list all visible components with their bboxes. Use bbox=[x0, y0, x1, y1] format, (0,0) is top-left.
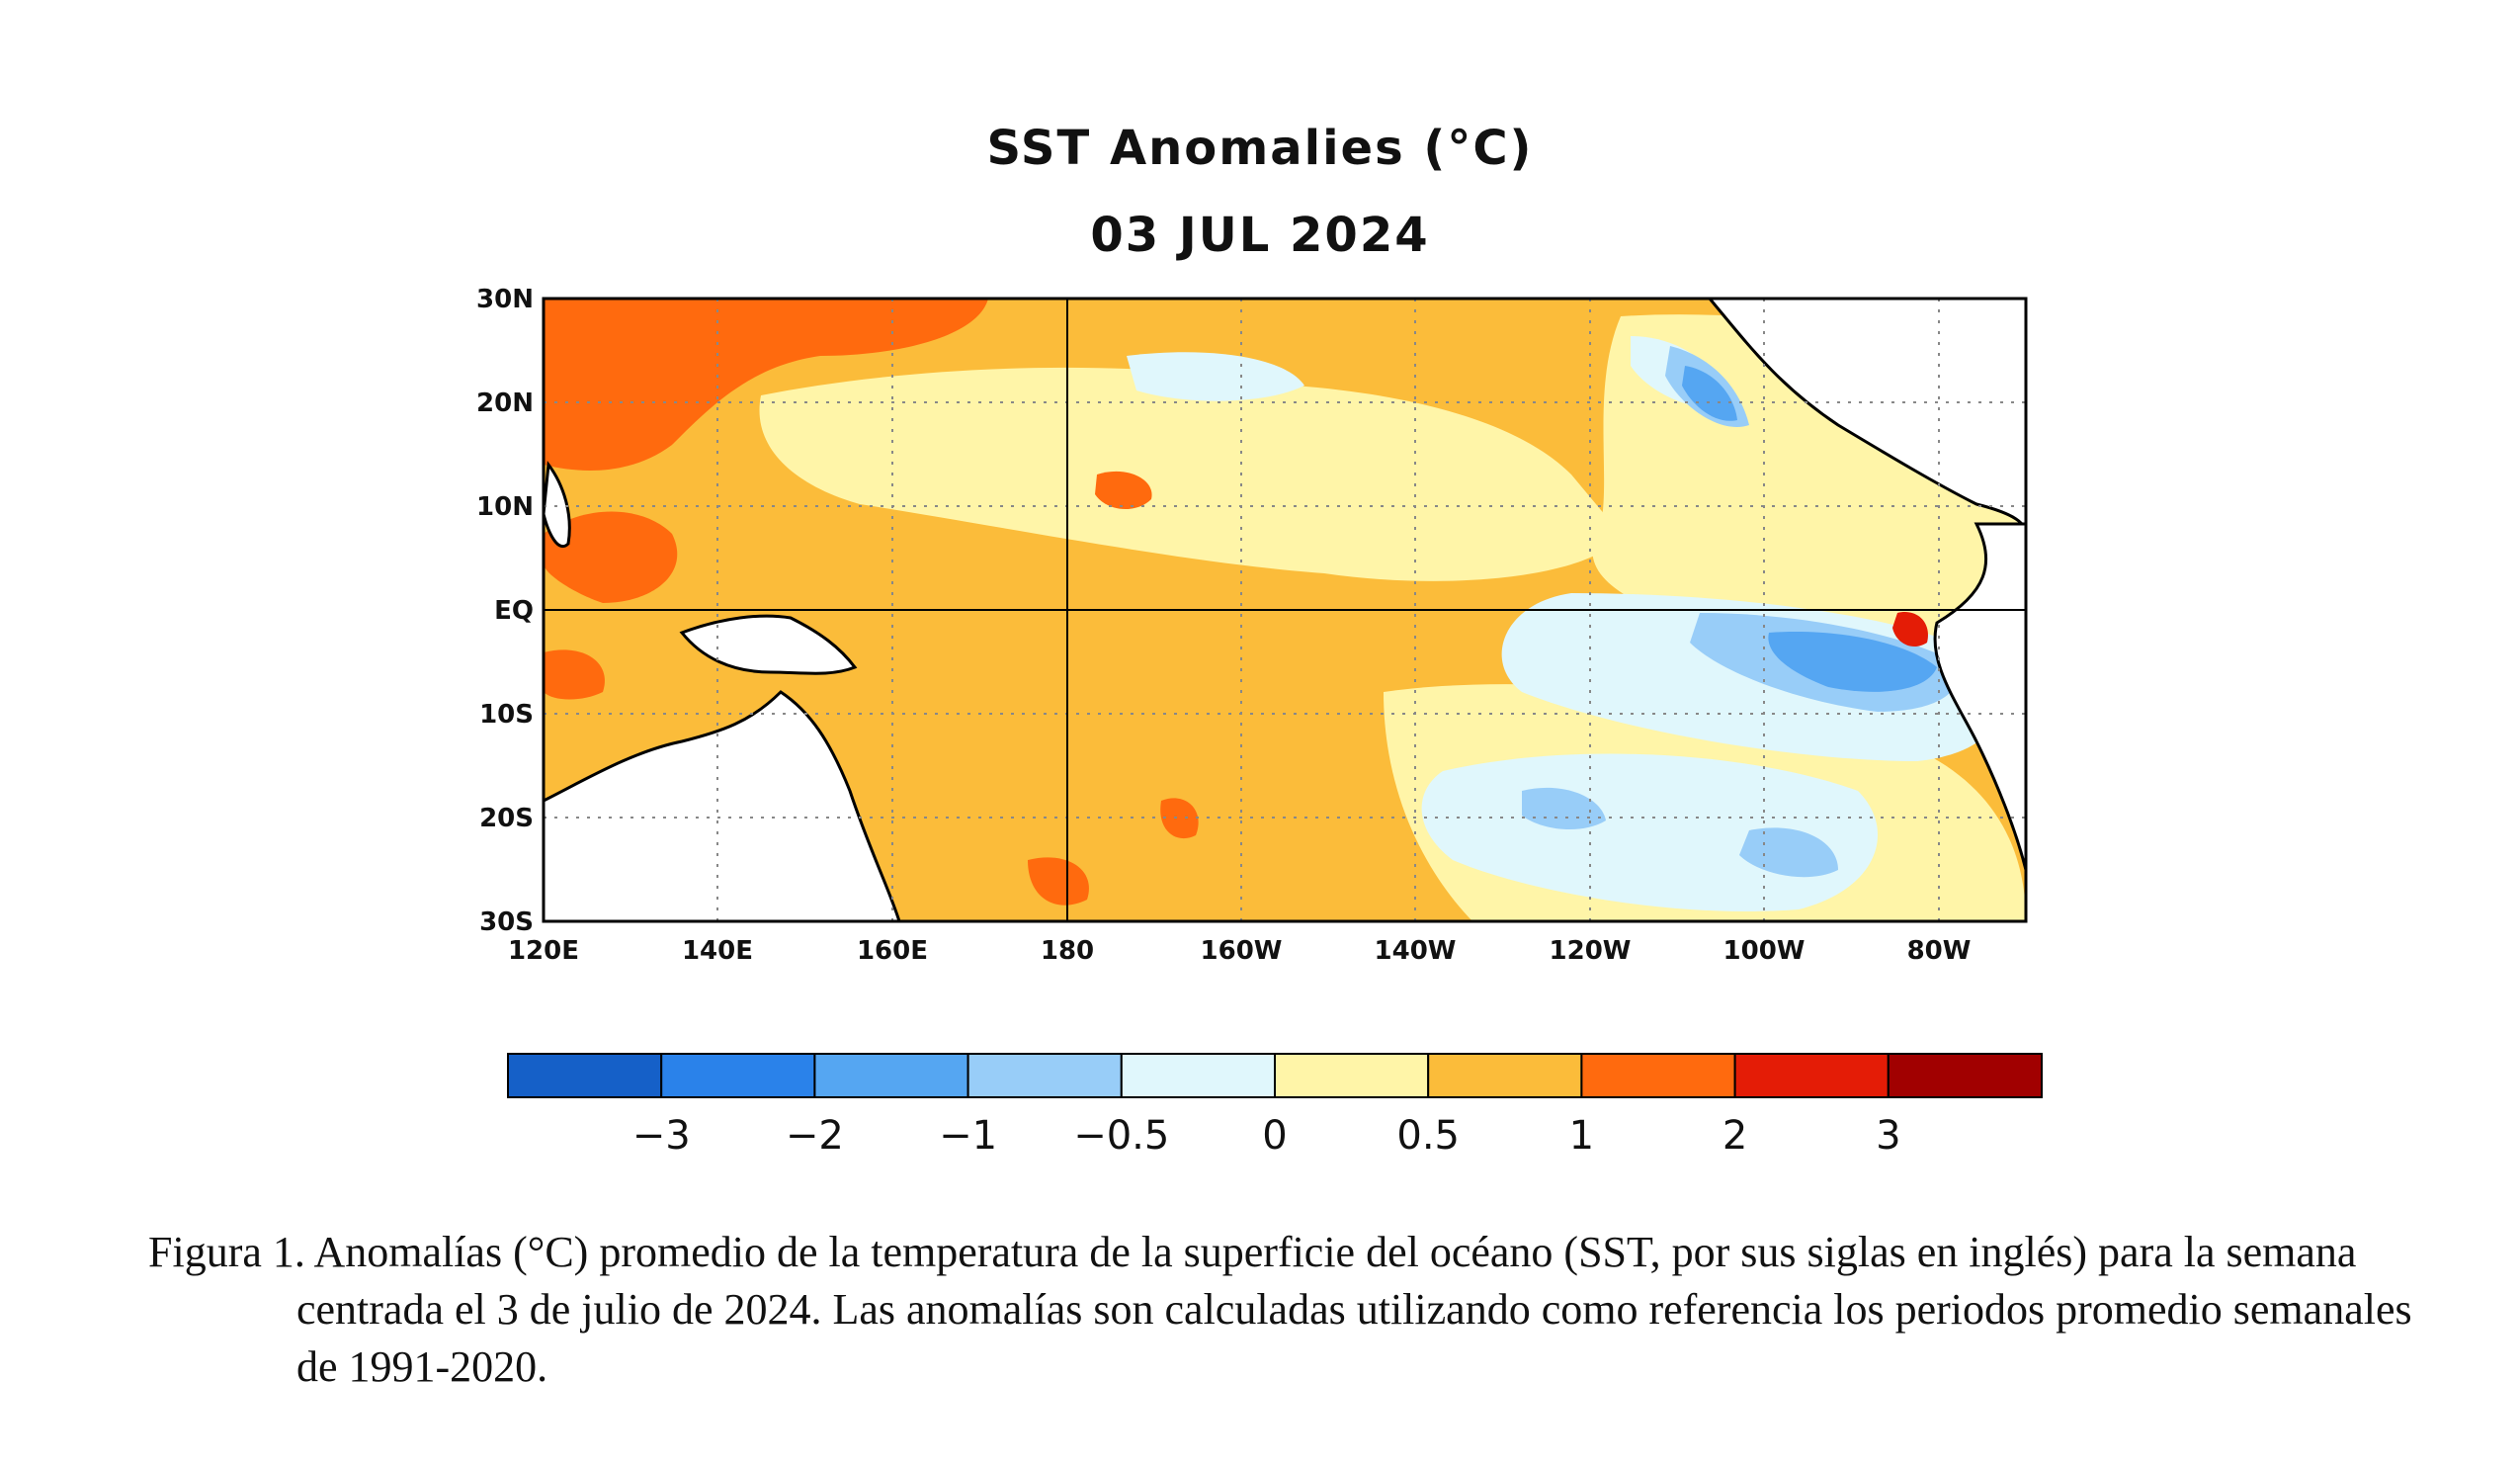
lat-label: 30S bbox=[479, 907, 534, 937]
lat-label: 20S bbox=[479, 804, 534, 833]
lon-label: 160W bbox=[1201, 936, 1283, 966]
colorbar-swatch bbox=[1733, 1053, 1890, 1098]
colorbar-swatch bbox=[966, 1053, 1123, 1098]
colorbar-swatch bbox=[1120, 1053, 1276, 1098]
lon-label: 100W bbox=[1723, 936, 1806, 966]
lon-label: 160E bbox=[857, 936, 928, 966]
lon-label: 120E bbox=[508, 936, 579, 966]
anomaly-region-strong-positive bbox=[1028, 857, 1089, 906]
lon-label: 80W bbox=[1907, 936, 1972, 966]
lon-label: 140E bbox=[682, 936, 753, 966]
map-date: 03 JUL 2024 bbox=[1090, 208, 1430, 263]
colorbar-label: 0.5 bbox=[1396, 1113, 1460, 1159]
lat-label: 20N bbox=[476, 388, 534, 418]
colorbar-label: 3 bbox=[1876, 1113, 1900, 1159]
colorbar-swatch bbox=[660, 1053, 816, 1098]
land-australia bbox=[544, 690, 901, 921]
anomaly-region-strong-positive bbox=[544, 649, 605, 700]
anomaly-region-strong-positive bbox=[1095, 471, 1152, 510]
map-frame bbox=[542, 297, 2028, 923]
anomaly-region-strong-positive bbox=[1160, 798, 1199, 839]
color-scale-legend: −3 −2 −1 −0.5 0 0.5 1 2 3 bbox=[507, 1053, 2044, 1159]
lat-label: 10S bbox=[479, 700, 534, 730]
anomaly-region-negative bbox=[1682, 366, 1737, 421]
colorbar-swatch bbox=[1580, 1053, 1736, 1098]
anomaly-region-strong-positive bbox=[544, 511, 678, 603]
colorbar-label: −2 bbox=[786, 1113, 844, 1159]
colorbar-swatch bbox=[1427, 1053, 1583, 1098]
sst-anomaly-map: 30N 20N 10N EQ 10S 20S 30S 120E 140E 160… bbox=[476, 285, 2028, 966]
colorbar-label: 1 bbox=[1569, 1113, 1594, 1159]
colorbar-label: −1 bbox=[939, 1113, 997, 1159]
colorbar-swatch bbox=[1274, 1053, 1430, 1098]
anomaly-region-negative bbox=[1522, 787, 1606, 830]
colorbar-label: 2 bbox=[1722, 1113, 1747, 1159]
anomaly-region-weak-positive bbox=[1306, 413, 1502, 524]
lat-label: EQ bbox=[494, 596, 534, 626]
land-central-america bbox=[1708, 299, 2026, 535]
colorbar-label: 0 bbox=[1262, 1113, 1287, 1159]
map-title: SST Anomalies (°C) bbox=[986, 121, 1534, 176]
lon-label: 140W bbox=[1375, 936, 1457, 966]
anomaly-region-negative bbox=[1768, 632, 1937, 692]
lon-label: 180 bbox=[1041, 936, 1094, 966]
anomaly-region-very-strong-positive bbox=[1892, 612, 1928, 647]
lat-label: 10N bbox=[476, 492, 534, 522]
land-new-guinea bbox=[679, 614, 858, 675]
colorbar-label: −3 bbox=[632, 1113, 691, 1159]
colorbar-swatch bbox=[1887, 1053, 2044, 1098]
anomaly-region-strong-positive bbox=[544, 299, 988, 471]
colorbar-swatch bbox=[813, 1053, 969, 1098]
colorbar-label: −0.5 bbox=[1073, 1113, 1169, 1159]
colorbar-swatch bbox=[507, 1053, 663, 1098]
lat-label: 30N bbox=[476, 285, 534, 314]
figure-caption: Figura 1. Anomalías (°C) promedio de la … bbox=[148, 1228, 2412, 1391]
lon-label: 120W bbox=[1550, 936, 1632, 966]
anomaly-region-neutral bbox=[1127, 352, 1304, 401]
